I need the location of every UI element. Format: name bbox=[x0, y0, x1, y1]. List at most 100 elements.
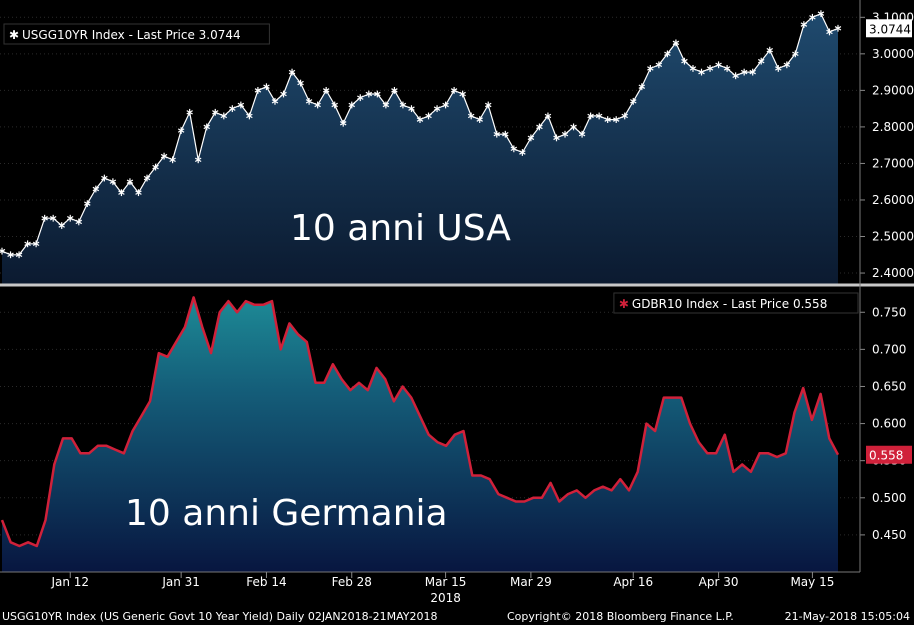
overlay-title: 10 anni USA bbox=[290, 208, 511, 249]
x-axis: Jan 12 Jan 31 Feb 14 Feb 28 Mar 15 Mar 29 Apr … bbox=[50, 572, 834, 605]
data-point bbox=[809, 13, 816, 21]
data-point bbox=[348, 101, 355, 109]
x-tick-label: Jan 31 bbox=[161, 575, 200, 589]
x-tick-label: Feb 14 bbox=[246, 575, 286, 589]
data-point bbox=[476, 116, 483, 123]
last-price-tag bbox=[866, 19, 912, 38]
data-point bbox=[92, 185, 100, 193]
data-point bbox=[15, 251, 23, 259]
y-tick-label: 0.500 bbox=[872, 491, 906, 505]
data-point bbox=[280, 90, 287, 98]
data-point bbox=[263, 83, 270, 91]
data-point bbox=[681, 57, 688, 65]
data-point bbox=[800, 21, 808, 29]
data-point bbox=[834, 24, 842, 32]
data-point bbox=[126, 178, 134, 186]
data-point bbox=[408, 105, 415, 113]
data-point bbox=[314, 101, 321, 109]
data-point bbox=[536, 123, 543, 131]
last-price-tag bbox=[866, 445, 912, 464]
legend-label: USGG10YR Index - Last Price 3.0744 bbox=[22, 28, 241, 42]
data-point bbox=[374, 90, 381, 98]
data-point bbox=[382, 101, 390, 109]
y-tick-label: 2.6000 bbox=[872, 193, 914, 207]
data-point bbox=[75, 218, 83, 226]
data-point bbox=[689, 65, 697, 72]
data-point bbox=[67, 214, 74, 222]
x-tick-label: Apr 16 bbox=[613, 575, 653, 589]
data-point bbox=[433, 105, 441, 113]
overlay-title: 10 anni Germania bbox=[125, 493, 448, 534]
data-point bbox=[595, 112, 603, 120]
data-point bbox=[194, 156, 202, 164]
data-point bbox=[766, 46, 773, 54]
de-yield-panel: 0.4500.5000.5500.6000.6500.7000.7500.558… bbox=[0, 292, 912, 572]
data-point bbox=[570, 123, 577, 131]
data-point bbox=[331, 101, 338, 109]
data-point bbox=[416, 116, 424, 123]
series-area-fill bbox=[2, 13, 838, 284]
data-point bbox=[672, 39, 680, 47]
series-line bbox=[0, 296, 840, 548]
x-tick-label: May 15 bbox=[790, 575, 834, 589]
data-point bbox=[41, 214, 48, 222]
last-price-value: 0.558 bbox=[869, 449, 903, 463]
data-point bbox=[792, 50, 799, 58]
data-point bbox=[715, 61, 722, 69]
data-point bbox=[450, 86, 458, 94]
data-point bbox=[459, 90, 466, 98]
data-point bbox=[604, 116, 611, 123]
data-point bbox=[32, 240, 40, 248]
data-point bbox=[118, 189, 125, 197]
data-point bbox=[297, 79, 304, 87]
data-point bbox=[826, 28, 833, 36]
data-point bbox=[152, 163, 159, 171]
y-tick-label: 0.750 bbox=[872, 305, 906, 319]
y-tick-label: 0.700 bbox=[872, 342, 906, 356]
data-point bbox=[578, 130, 586, 138]
legend-label: GDBR10 Index - Last Price 0.558 bbox=[632, 297, 827, 311]
data-point bbox=[391, 86, 398, 94]
data-point bbox=[502, 130, 509, 138]
y-tick-label: 3.0000 bbox=[872, 47, 914, 61]
x-tick-label: Mar 29 bbox=[510, 575, 552, 589]
data-point bbox=[229, 105, 236, 113]
data-point bbox=[212, 108, 219, 116]
data-point bbox=[254, 86, 262, 94]
data-point bbox=[84, 200, 91, 208]
data-point bbox=[339, 119, 347, 127]
y-tick-label: 2.4000 bbox=[872, 266, 914, 280]
x-tick-label: Mar 15 bbox=[425, 575, 467, 589]
data-point bbox=[288, 68, 296, 76]
data-point bbox=[706, 65, 714, 72]
y-tick-label: 2.5000 bbox=[872, 230, 914, 244]
data-point bbox=[612, 116, 620, 123]
data-point bbox=[510, 145, 518, 153]
data-point bbox=[519, 149, 526, 156]
footer-timestamp-text: 21-May-2018 15:05:04 bbox=[785, 610, 910, 623]
legend-box bbox=[613, 292, 859, 314]
y-tick-label: 0.650 bbox=[872, 379, 906, 393]
legend-marker-icon: ✱ bbox=[9, 28, 19, 42]
data-point bbox=[638, 83, 646, 91]
data-point bbox=[305, 97, 313, 105]
data-point bbox=[544, 112, 552, 120]
data-point bbox=[160, 152, 168, 160]
data-point bbox=[58, 222, 65, 229]
data-point bbox=[365, 90, 373, 98]
last-price-value: 3.0744 bbox=[869, 22, 911, 36]
data-point bbox=[237, 101, 245, 109]
data-point bbox=[246, 112, 253, 120]
data-point bbox=[817, 10, 825, 18]
data-point bbox=[749, 68, 756, 76]
footer-copyright-text: Copyright© 2018 Bloomberg Finance L.P. bbox=[507, 610, 734, 623]
data-point bbox=[553, 134, 560, 142]
footer-left-text: USGG10YR Index (US Generic Govt 10 Year … bbox=[2, 610, 438, 623]
y-tick-label: 0.450 bbox=[872, 528, 906, 542]
legend-marker-icon: ✱ bbox=[619, 297, 629, 311]
data-point bbox=[630, 97, 637, 105]
data-point bbox=[49, 214, 57, 222]
data-point bbox=[203, 123, 210, 131]
data-point bbox=[757, 57, 765, 65]
